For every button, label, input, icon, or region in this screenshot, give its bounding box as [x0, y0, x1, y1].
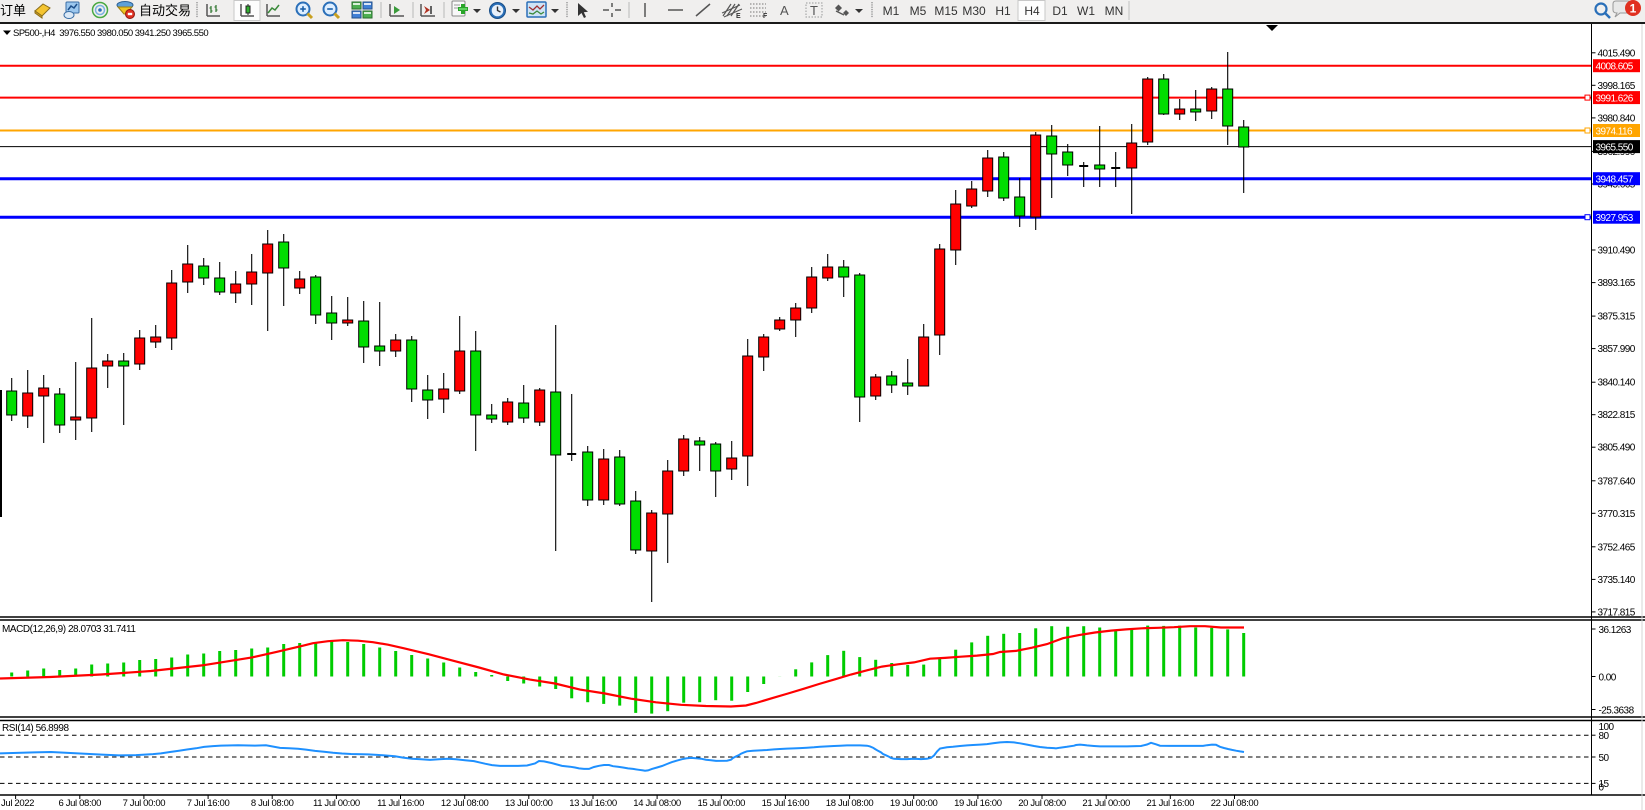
svg-text:3948.457: 3948.457 — [1596, 175, 1634, 186]
svg-text:3717.815: 3717.815 — [1598, 607, 1636, 618]
svg-text:3770.315: 3770.315 — [1598, 509, 1636, 520]
svg-text:3910.490: 3910.490 — [1598, 246, 1636, 257]
svg-text:7 Jul 00:00: 7 Jul 00:00 — [123, 798, 166, 809]
svg-text:0.00: 0.00 — [1599, 673, 1617, 684]
svg-text:13 Jul 00:00: 13 Jul 00:00 — [505, 798, 553, 809]
svg-text:13 Jul 16:00: 13 Jul 16:00 — [569, 798, 617, 809]
svg-text:8 Jul 08:00: 8 Jul 08:00 — [251, 798, 294, 809]
svg-text:15 Jul 00:00: 15 Jul 00:00 — [698, 798, 746, 809]
svg-text:M1: M1 — [883, 4, 900, 18]
svg-text:3735.140: 3735.140 — [1598, 575, 1636, 586]
svg-text:3980.840: 3980.840 — [1598, 113, 1636, 124]
svg-text:T: T — [810, 3, 818, 18]
svg-text:3752.465: 3752.465 — [1598, 542, 1636, 553]
svg-text:订单: 订单 — [0, 3, 26, 18]
svg-text:15: 15 — [1599, 779, 1610, 790]
svg-text:W1: W1 — [1077, 4, 1095, 18]
svg-text:3840.140: 3840.140 — [1598, 378, 1636, 389]
svg-text:-25.3638: -25.3638 — [1599, 706, 1635, 717]
svg-text:Jul 2022: Jul 2022 — [1, 798, 34, 809]
svg-text:21 Jul 16:00: 21 Jul 16:00 — [1147, 798, 1195, 809]
svg-text:100: 100 — [1599, 722, 1615, 733]
svg-text:D1: D1 — [1052, 4, 1068, 18]
svg-text:3927.953: 3927.953 — [1596, 213, 1634, 224]
svg-text:M15: M15 — [934, 4, 958, 18]
svg-text:7 Jul 16:00: 7 Jul 16:00 — [187, 798, 230, 809]
svg-text:3875.315: 3875.315 — [1598, 312, 1636, 323]
svg-text:12 Jul 08:00: 12 Jul 08:00 — [441, 798, 489, 809]
svg-text:3991.626: 3991.626 — [1596, 94, 1634, 105]
svg-text:3787.640: 3787.640 — [1598, 476, 1636, 487]
svg-text:11 Jul 00:00: 11 Jul 00:00 — [313, 798, 360, 809]
svg-text:22 Jul 08:00: 22 Jul 08:00 — [1211, 798, 1259, 809]
svg-text:4008.605: 4008.605 — [1596, 62, 1634, 73]
svg-text:3893.165: 3893.165 — [1598, 278, 1636, 289]
svg-text:SP500-,H4 3976.550 3980.050 3: SP500-,H4 3976.550 3980.050 3941.250 396… — [13, 28, 208, 39]
svg-text:15 Jul 16:00: 15 Jul 16:00 — [762, 798, 810, 809]
svg-text:21 Jul 00:00: 21 Jul 00:00 — [1082, 798, 1130, 809]
svg-text:3805.490: 3805.490 — [1598, 443, 1636, 454]
svg-text:F: F — [763, 13, 768, 20]
svg-text:H4: H4 — [1024, 4, 1040, 18]
svg-text:M5: M5 — [910, 4, 927, 18]
svg-text:3965.550: 3965.550 — [1596, 143, 1634, 154]
svg-text:36.1263: 36.1263 — [1599, 625, 1632, 636]
svg-text:3974.116: 3974.116 — [1596, 127, 1634, 138]
svg-text:自动交易: 自动交易 — [139, 3, 191, 18]
svg-text:14 Jul 08:00: 14 Jul 08:00 — [633, 798, 681, 809]
svg-text:3998.165: 3998.165 — [1598, 81, 1636, 92]
svg-text:4015.490: 4015.490 — [1598, 48, 1636, 59]
svg-text:18 Jul 08:00: 18 Jul 08:00 — [826, 798, 874, 809]
svg-text:RSI(14) 56.8998: RSI(14) 56.8998 — [2, 723, 70, 734]
svg-text:3857.990: 3857.990 — [1598, 344, 1636, 355]
svg-text:MACD(12,26,9) 28.0703 31.7411: MACD(12,26,9) 28.0703 31.7411 — [2, 624, 136, 635]
svg-text:19 Jul 16:00: 19 Jul 16:00 — [954, 798, 1002, 809]
svg-text:1: 1 — [1630, 2, 1637, 16]
svg-text:A: A — [780, 3, 789, 18]
svg-text:20 Jul 08:00: 20 Jul 08:00 — [1018, 798, 1066, 809]
svg-text:80: 80 — [1599, 731, 1610, 742]
svg-text:0: 0 — [1599, 783, 1605, 794]
svg-text:50: 50 — [1599, 753, 1610, 764]
svg-text:3822.815: 3822.815 — [1598, 410, 1636, 421]
svg-text:11 Jul 16:00: 11 Jul 16:00 — [377, 798, 424, 809]
svg-text:MN: MN — [1105, 4, 1124, 18]
svg-text:19 Jul 00:00: 19 Jul 00:00 — [890, 798, 938, 809]
svg-text:M30: M30 — [962, 4, 986, 18]
svg-text:E: E — [736, 13, 741, 20]
svg-text:H1: H1 — [995, 4, 1011, 18]
svg-text:6 Jul 08:00: 6 Jul 08:00 — [58, 798, 101, 809]
